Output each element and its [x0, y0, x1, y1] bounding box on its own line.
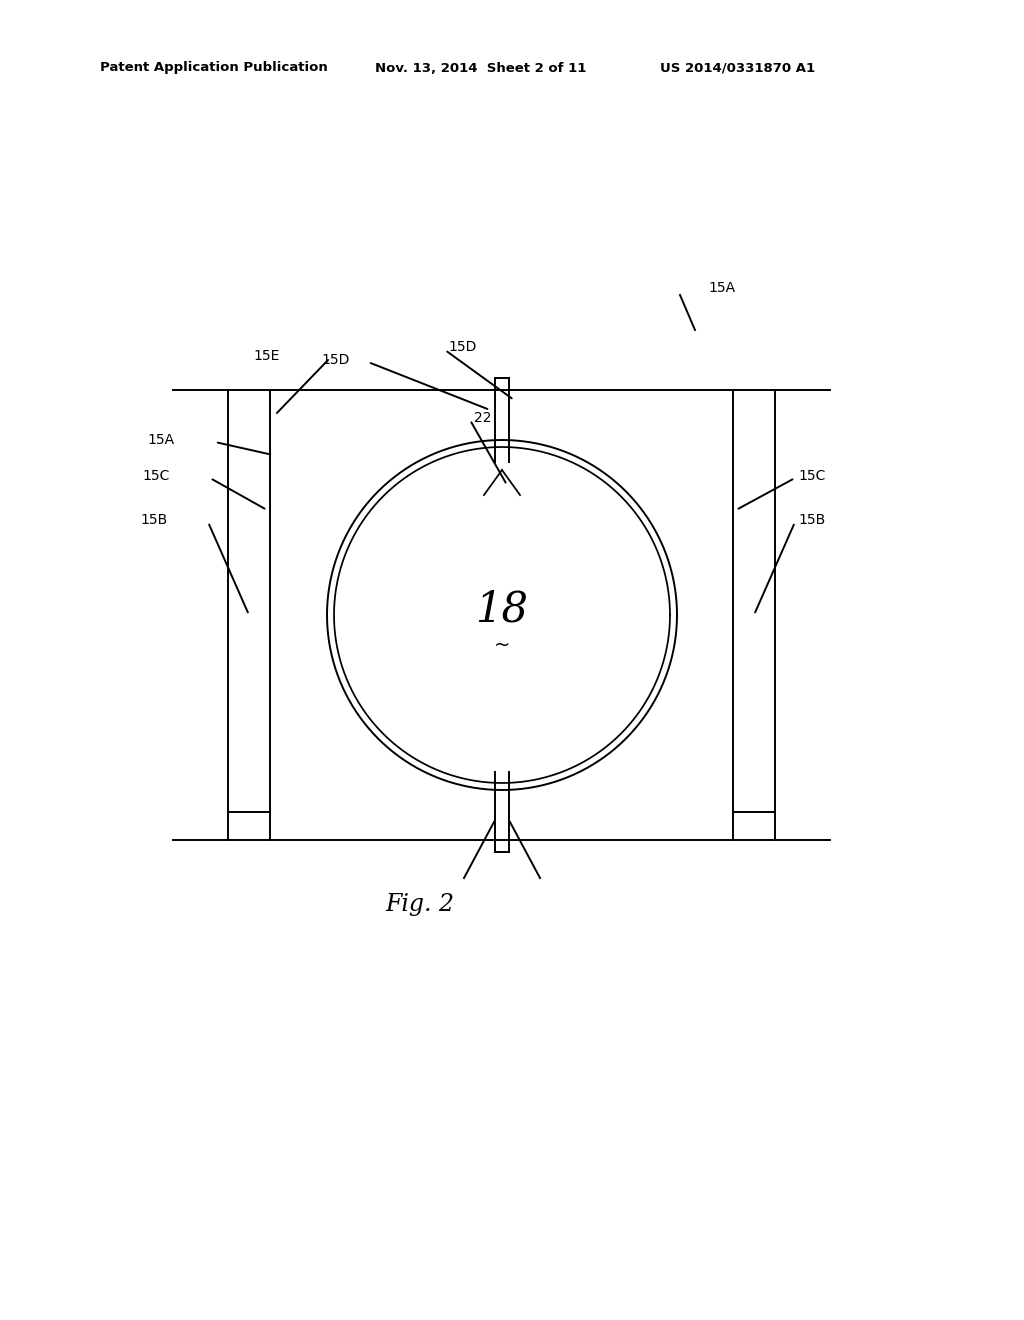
Text: 18: 18 [475, 589, 528, 631]
Text: 15D: 15D [322, 352, 350, 367]
Text: 15B: 15B [140, 513, 168, 527]
Text: ~: ~ [494, 635, 510, 655]
Text: 15D: 15D [449, 341, 476, 354]
Text: 15A: 15A [147, 433, 175, 447]
Text: Patent Application Publication: Patent Application Publication [100, 62, 328, 74]
Text: US 2014/0331870 A1: US 2014/0331870 A1 [660, 62, 815, 74]
Text: 15B: 15B [798, 513, 825, 527]
Text: 22: 22 [474, 411, 492, 425]
Text: 15E: 15E [254, 348, 280, 363]
Text: 15C: 15C [798, 469, 825, 483]
Text: 15C: 15C [142, 469, 170, 483]
Text: 15A: 15A [708, 281, 735, 294]
Text: Nov. 13, 2014  Sheet 2 of 11: Nov. 13, 2014 Sheet 2 of 11 [375, 62, 587, 74]
Text: Fig. 2: Fig. 2 [385, 894, 454, 916]
